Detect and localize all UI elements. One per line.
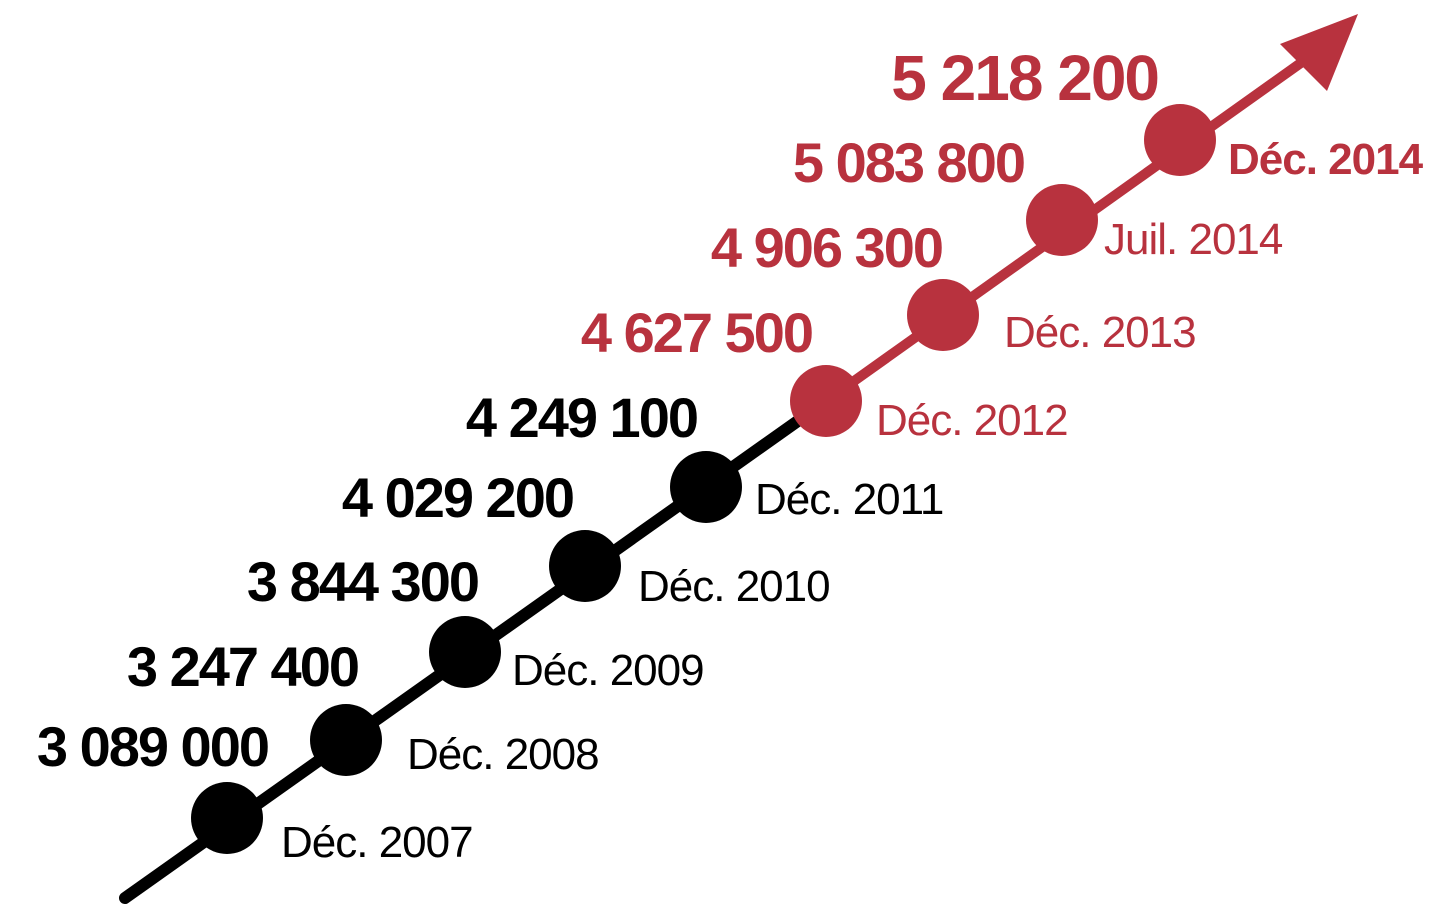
data-label: 4 029 200 [342, 466, 573, 529]
x-tick-label: Déc. 2014 [1228, 135, 1424, 184]
label-layer: 3 089 000 Déc. 2007 3 247 400 Déc. 2008 3 84… [37, 42, 1425, 867]
data-point-marker [907, 279, 979, 351]
x-tick-label: Déc. 2013 [1004, 308, 1196, 357]
data-point-marker [670, 451, 742, 523]
data-label: 3 844 300 [247, 550, 478, 613]
x-tick-label: Déc. 2011 [755, 475, 943, 524]
x-tick-label: Juil. 2014 [1104, 215, 1283, 264]
data-point-marker [1026, 184, 1098, 256]
data-point-marker [429, 616, 501, 688]
data-label: 4 249 100 [466, 386, 697, 449]
data-point-marker [191, 782, 263, 854]
data-point-marker [549, 530, 621, 602]
data-label: 3 089 000 [37, 715, 268, 778]
arrow-up-right-icon [1280, 14, 1358, 91]
x-tick-label: Déc. 2012 [876, 396, 1068, 445]
data-label: 3 247 400 [127, 635, 358, 698]
data-label: 4 627 500 [581, 301, 812, 364]
x-tick-label: Déc. 2010 [638, 562, 830, 611]
data-label: 5 218 200 [891, 42, 1158, 114]
x-tick-label: Déc. 2008 [407, 730, 599, 779]
marker-layer [191, 104, 1216, 854]
data-label: 5 083 800 [793, 131, 1024, 194]
x-tick-label: Déc. 2007 [281, 818, 473, 867]
data-point-marker [790, 365, 862, 437]
data-label: 4 906 300 [711, 216, 942, 279]
data-point-marker [310, 704, 382, 776]
x-tick-label: Déc. 2009 [512, 646, 704, 695]
data-point-marker [1144, 104, 1216, 176]
